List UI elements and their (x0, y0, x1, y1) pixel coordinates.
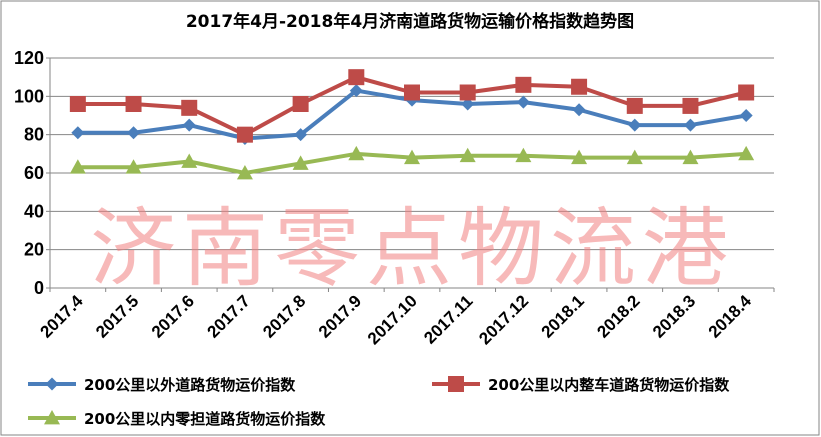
data-point (404, 149, 420, 165)
legend-item: 200公里以内零担道路货物运价指数 (28, 410, 326, 428)
data-point (739, 109, 753, 122)
data-point (515, 76, 532, 93)
data-point (738, 145, 755, 161)
data-point (682, 149, 699, 165)
data-point (125, 96, 142, 112)
data-point (71, 126, 85, 140)
legend-item: 200公里以外道路货物运价指数 (28, 376, 296, 394)
data-point (127, 126, 141, 140)
data-point (181, 99, 198, 116)
legend-item: 200公里以内整车道路货物运价指数 (432, 376, 730, 394)
data-point (69, 159, 86, 174)
legend-label: 200公里以外道路货物运价指数 (84, 376, 296, 394)
data-point (628, 118, 642, 132)
data-point (236, 165, 253, 180)
y-tick-label: 60 (24, 163, 44, 183)
data-point (182, 118, 196, 132)
watermark: 济南零点物流港 (90, 199, 734, 299)
data-point (69, 96, 86, 112)
data-point (459, 84, 476, 101)
data-point (515, 147, 532, 163)
legend-marker (448, 376, 464, 392)
series-2 (69, 69, 755, 143)
series-layer (69, 69, 755, 180)
y-tick-label: 20 (24, 240, 44, 260)
y-tick-label: 0 (34, 278, 44, 298)
watermark-layer: 济南零点物流港 (90, 199, 734, 299)
data-point (626, 97, 643, 114)
data-point (181, 153, 198, 168)
data-point (738, 84, 755, 101)
data-point (236, 126, 253, 143)
data-point (682, 97, 699, 114)
y-tick-label: 80 (24, 125, 44, 145)
series-3 (69, 145, 755, 180)
data-point (294, 128, 308, 142)
data-point (516, 95, 530, 109)
legend-label: 200公里以内零担道路货物运价指数 (84, 410, 326, 428)
data-point (404, 84, 420, 101)
data-point (572, 103, 586, 117)
y-axis-ticks: 0 20 40 60 80 100 120 (14, 48, 44, 298)
data-point (459, 147, 476, 163)
data-point (571, 149, 588, 165)
data-point (461, 97, 475, 111)
data-point (292, 155, 309, 170)
data-point (292, 96, 309, 112)
axes (46, 57, 775, 292)
legend: 200公里以外道路货物运价指数 200公里以内整车道路货物运价指数 200公里以内零… (28, 376, 730, 428)
legend-marker (44, 410, 60, 425)
chart-title: 2017年4月-2018年4月济南道路货物运输价格指数趋势图 (186, 11, 634, 32)
y-tick-label: 120 (14, 48, 44, 68)
data-point (571, 78, 588, 95)
data-point (348, 69, 365, 86)
data-point (626, 149, 643, 165)
legend-marker (45, 377, 59, 391)
data-point (349, 84, 363, 98)
data-point (348, 145, 365, 161)
data-point (683, 118, 697, 132)
y-tick-label: 100 (14, 86, 44, 106)
legend-label: 200公里以内整车道路货物运价指数 (488, 376, 730, 394)
y-tick-label: 40 (24, 201, 44, 221)
data-point (125, 159, 142, 174)
